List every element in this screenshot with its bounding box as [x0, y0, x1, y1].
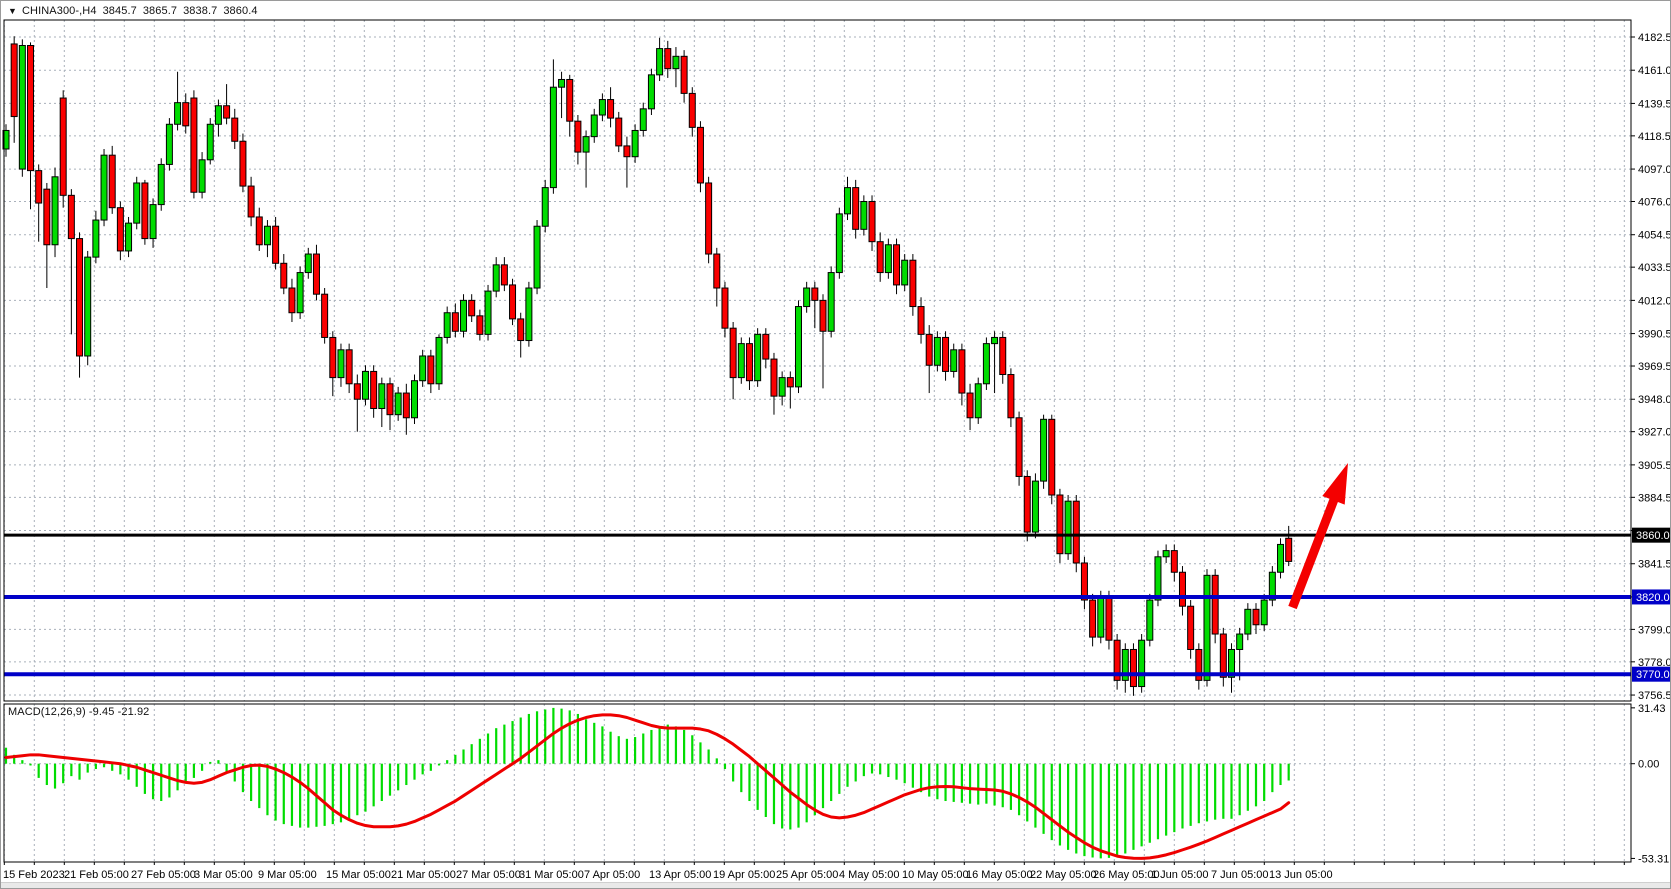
svg-text:3969.5: 3969.5 [1638, 361, 1671, 373]
svg-text:22 May 05:00: 22 May 05:00 [1030, 869, 1097, 881]
svg-text:4097.0: 4097.0 [1638, 164, 1671, 176]
svg-text:13 Jun 05:00: 13 Jun 05:00 [1269, 869, 1333, 881]
high-value: 3865.7 [142, 5, 178, 17]
svg-text:25 Apr 05:00: 25 Apr 05:00 [776, 869, 838, 881]
svg-text:-53.31: -53.31 [1638, 853, 1669, 865]
svg-text:27 Mar 05:00: 27 Mar 05:00 [456, 869, 521, 881]
svg-text:3948.0: 3948.0 [1638, 394, 1671, 406]
svg-text:4139.5: 4139.5 [1638, 98, 1671, 110]
svg-text:19 Apr 05:00: 19 Apr 05:00 [713, 869, 775, 881]
svg-text:4033.5: 4033.5 [1638, 262, 1671, 274]
svg-text:21 Mar 05:00: 21 Mar 05:00 [391, 869, 456, 881]
svg-text:3927.0: 3927.0 [1638, 427, 1671, 439]
svg-text:4118.5: 4118.5 [1638, 131, 1671, 143]
svg-text:3778.0: 3778.0 [1638, 657, 1671, 669]
svg-text:4076.0: 4076.0 [1638, 197, 1671, 209]
svg-text:31.43: 31.43 [1638, 703, 1666, 715]
window-bottom-edge [1, 882, 1670, 888]
svg-text:21 Feb 05:00: 21 Feb 05:00 [64, 869, 129, 881]
svg-text:3841.5: 3841.5 [1638, 559, 1671, 571]
svg-text:15 Feb 2023: 15 Feb 2023 [3, 869, 65, 881]
svg-text:9 Mar 05:00: 9 Mar 05:00 [258, 869, 317, 881]
symbol-name: CHINA300-,H4 [22, 5, 97, 17]
svg-text:3860.0: 3860.0 [1636, 530, 1670, 542]
indicator-macd-value: -9.45 [88, 706, 115, 718]
indicator-name: MACD(12,26,9) [8, 706, 86, 718]
svg-text:4 May 05:00: 4 May 05:00 [839, 869, 900, 881]
svg-text:4012.0: 4012.0 [1638, 295, 1671, 307]
svg-text:3905.5: 3905.5 [1638, 460, 1671, 472]
svg-text:27 Feb 05:00: 27 Feb 05:00 [131, 869, 196, 881]
low-value: 3838.7 [183, 5, 218, 17]
svg-text:4054.5: 4054.5 [1638, 230, 1671, 242]
svg-text:13 Apr 05:00: 13 Apr 05:00 [649, 869, 711, 881]
svg-text:3884.5: 3884.5 [1638, 492, 1671, 504]
close-value: 3860.4 [223, 5, 258, 17]
svg-text:10 May 05:00: 10 May 05:00 [902, 869, 969, 881]
svg-text:16 May 05:00: 16 May 05:00 [966, 869, 1033, 881]
svg-text:3 Mar 05:00: 3 Mar 05:00 [194, 869, 253, 881]
macd-indicator-label: MACD(12,26,9) -9.45 -21.92 [8, 706, 149, 718]
svg-text:7 Jun 05:00: 7 Jun 05:00 [1211, 869, 1269, 881]
svg-text:1 Jun 05:00: 1 Jun 05:00 [1151, 869, 1209, 881]
svg-text:4161.0: 4161.0 [1638, 65, 1671, 77]
svg-text:3990.5: 3990.5 [1638, 329, 1671, 341]
svg-text:31 Mar 05:00: 31 Mar 05:00 [519, 869, 584, 881]
symbol-info-bar: ▼ CHINA300-,H4 3845.7 3865.7 3838.7 3860.4 [8, 5, 258, 17]
indicator-signal-value: -21.92 [117, 706, 150, 718]
svg-text:0.00: 0.00 [1638, 759, 1659, 771]
svg-text:7 Apr 05:00: 7 Apr 05:00 [584, 869, 640, 881]
open-value: 3845.7 [102, 5, 137, 17]
svg-text:3820.0: 3820.0 [1636, 592, 1670, 604]
svg-text:3756.5: 3756.5 [1638, 690, 1671, 702]
svg-text:26 May 05:00: 26 May 05:00 [1093, 869, 1160, 881]
svg-text:3799.0: 3799.0 [1638, 624, 1671, 636]
svg-text:15 Mar 05:00: 15 Mar 05:00 [326, 869, 391, 881]
chevron-down-icon[interactable]: ▼ [8, 6, 18, 16]
svg-text:3770.0: 3770.0 [1636, 669, 1670, 681]
svg-text:4182.5: 4182.5 [1638, 32, 1671, 44]
